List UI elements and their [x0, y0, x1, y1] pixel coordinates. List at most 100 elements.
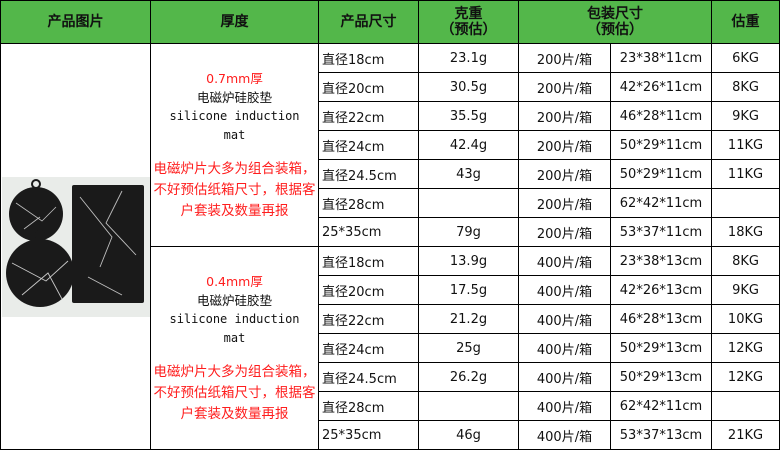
size-cell: 直径24cm	[318, 333, 419, 363]
table-row: 直径24cm 25g 400片/箱 50*29*13cm 12KG	[1, 333, 780, 363]
table-row: 直径28cm 200片/箱 62*42*11cm	[1, 188, 780, 218]
carton-cell: 62*42*11cm	[610, 391, 712, 421]
est-weight-cell: 12KG	[711, 333, 780, 363]
weight-cell	[418, 188, 519, 218]
product-name-en-1: silicone induction	[169, 311, 300, 326]
packing-note: 电磁炉片大多为组合装箱，不好预估纸箱尺寸，根据客户套装及数量再报	[153, 363, 316, 422]
header-thickness: 厚度	[150, 0, 319, 44]
qty-cell: 200片/箱	[518, 130, 611, 160]
size-cell: 直径22cm	[318, 304, 419, 334]
qty-cell: 400片/箱	[518, 420, 611, 450]
est-weight-cell: 12KG	[711, 362, 780, 392]
header-packaging-line2: （预估）	[587, 22, 643, 38]
qty-cell: 400片/箱	[518, 362, 611, 392]
packing-note: 电磁炉片大多为组合装箱，不好预估纸箱尺寸，根据客户套装及数量再报	[153, 160, 316, 219]
weight-cell: 17.5g	[418, 275, 519, 305]
est-weight-cell: 21KG	[711, 420, 780, 450]
size-cell: 直径18cm	[318, 43, 419, 73]
est-weight-cell: 11KG	[711, 159, 780, 189]
header-image: 产品图片	[0, 0, 151, 44]
carton-cell: 46*28*13cm	[610, 304, 712, 334]
thickness-cell-1: 0.4mm厚 电磁炉硅胶垫 silicone induction mat 电磁炉…	[150, 246, 319, 450]
header-est-weight: 估重	[711, 0, 780, 44]
size-cell: 直径24cm	[318, 130, 419, 160]
qty-cell: 200片/箱	[518, 217, 611, 247]
weight-cell: 46g	[418, 420, 519, 450]
table-row: 直径20cm 30.5g 200片/箱 42*26*11cm 8KG	[1, 72, 780, 102]
table-row: 直径24.5cm 26.2g 400片/箱 50*29*13cm 12KG	[1, 362, 780, 392]
product-photo	[1, 176, 150, 317]
weight-cell: 25g	[418, 333, 519, 363]
weight-cell: 42.4g	[418, 130, 519, 160]
est-weight-cell: 8KG	[711, 246, 780, 276]
header-packaging: 包装尺寸 （预估）	[518, 0, 712, 44]
table-row: 直径22cm 35.5g 200片/箱 46*28*11cm 9KG	[1, 101, 780, 131]
qty-cell: 200片/箱	[518, 101, 611, 131]
header-weight: 克重 （预估）	[418, 0, 519, 44]
carton-cell: 53*37*11cm	[610, 217, 712, 247]
table-row: 0.7mm厚 电磁炉硅胶垫 silicone induction mat 电磁炉…	[0, 43, 780, 450]
header-size: 产品尺寸	[318, 0, 419, 44]
size-cell: 直径28cm	[318, 391, 419, 421]
est-weight-cell: 8KG	[711, 72, 780, 102]
carton-cell: 50*29*11cm	[610, 159, 712, 189]
est-weight-cell: 9KG	[711, 275, 780, 305]
qty-cell: 200片/箱	[518, 43, 611, 73]
est-weight-cell: 10KG	[711, 304, 780, 334]
size-cell: 直径24.5cm	[318, 362, 419, 392]
qty-cell: 200片/箱	[518, 159, 611, 189]
carton-cell: 42*26*11cm	[610, 72, 712, 102]
weight-cell: 30.5g	[418, 72, 519, 102]
est-weight-cell: 11KG	[711, 130, 780, 160]
table-row: 25*35cm 79g 200片/箱 53*37*11cm 18KG	[1, 217, 780, 247]
carton-cell: 46*28*11cm	[610, 101, 712, 131]
table-row: 直径24cm 42.4g 200片/箱 50*29*11cm 11KG	[1, 130, 780, 160]
qty-cell: 400片/箱	[518, 304, 611, 334]
weight-cell: 21.2g	[418, 304, 519, 334]
table-row: 0.4mm厚 电磁炉硅胶垫 silicone induction mat 电磁炉…	[1, 246, 780, 450]
weight-cell: 23.1g	[418, 43, 519, 73]
product-image-cell	[0, 43, 151, 450]
size-cell: 25*35cm	[318, 217, 419, 247]
carton-cell: 50*29*13cm	[610, 362, 712, 392]
size-cell: 直径18cm	[318, 246, 419, 276]
table-row: 直径28cm 400片/箱 62*42*11cm	[1, 391, 780, 421]
size-cell: 直径20cm	[318, 72, 419, 102]
header-weight-line1: 克重	[454, 6, 483, 22]
qty-cell: 200片/箱	[518, 188, 611, 218]
size-cell: 直径20cm	[318, 275, 419, 305]
carton-cell: 42*26*13cm	[610, 275, 712, 305]
qty-cell: 400片/箱	[518, 246, 611, 276]
size-cell: 直径24.5cm	[318, 159, 419, 189]
est-weight-cell: 9KG	[711, 101, 780, 131]
size-cell: 直径22cm	[318, 101, 419, 131]
carton-cell: 53*37*13cm	[610, 420, 712, 450]
est-weight-cell	[711, 391, 780, 421]
product-name-en-1: silicone induction	[169, 108, 300, 123]
silicone-mat-image-icon	[1, 176, 150, 317]
size-cell: 25*35cm	[318, 420, 419, 450]
table-row: 直径24.5cm 43g 200片/箱 50*29*11cm 11KG	[1, 159, 780, 189]
carton-cell: 50*29*11cm	[610, 130, 712, 160]
carton-cell: 50*29*13cm	[610, 333, 712, 363]
product-name-en-2: mat	[223, 127, 246, 142]
header-row: 产品图片 厚度 产品尺寸 克重 （预估） 包装尺寸 （预估） 估重	[0, 0, 780, 44]
size-cell: 直径28cm	[318, 188, 419, 218]
qty-cell: 400片/箱	[518, 333, 611, 363]
product-name-en-2: mat	[223, 330, 246, 345]
est-weight-cell: 6KG	[711, 43, 780, 73]
carton-cell: 23*38*11cm	[610, 43, 712, 73]
header-weight-line2: （预估）	[440, 22, 497, 38]
weight-cell: 26.2g	[418, 362, 519, 392]
thickness-label: 0.7mm厚	[206, 70, 263, 86]
weight-cell: 13.9g	[418, 246, 519, 276]
table-row: 25*35cm 46g 400片/箱 53*37*13cm 21KG	[1, 420, 780, 450]
est-weight-cell: 18KG	[711, 217, 780, 247]
table-row: 直径20cm 17.5g 400片/箱 42*26*13cm 9KG	[1, 275, 780, 305]
thickness-label: 0.4mm厚	[206, 273, 263, 289]
est-weight-cell	[711, 188, 780, 218]
qty-cell: 400片/箱	[518, 275, 611, 305]
carton-cell: 23*38*13cm	[610, 246, 712, 276]
weight-cell: 43g	[418, 159, 519, 189]
